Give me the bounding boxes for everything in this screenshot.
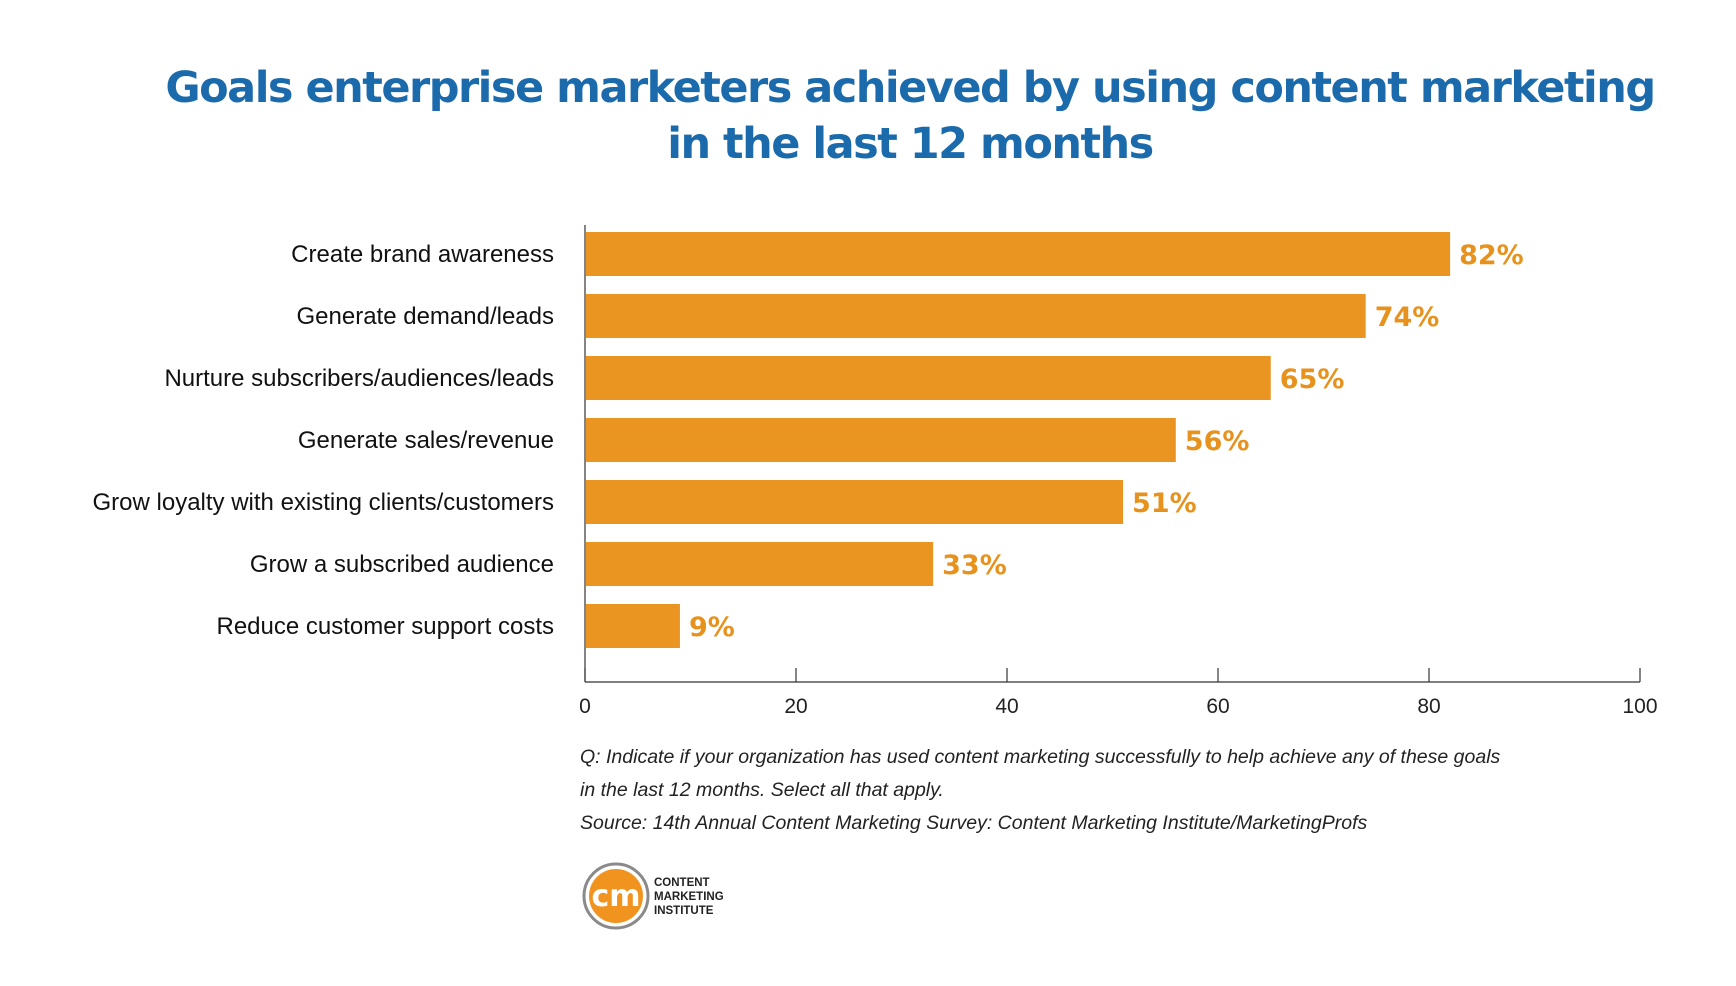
bar <box>586 542 934 586</box>
bar <box>586 604 680 648</box>
source-note: Source: 14th Annual Content Marketing Su… <box>580 812 1368 834</box>
cmi-logo-line1: CONTENT <box>654 877 710 889</box>
category-label: Reduce customer support costs <box>217 613 555 640</box>
x-tick-label: 80 <box>1417 695 1440 718</box>
cmi-logo-line3: INSTITUTE <box>654 905 714 917</box>
bar <box>586 480 1124 524</box>
category-label: Grow loyalty with existing clients/custo… <box>93 489 554 516</box>
category-label: Grow a subscribed audience <box>250 551 554 578</box>
bar <box>586 232 1451 276</box>
cmi-logo-mark: cm <box>591 879 640 914</box>
data-label: 9% <box>689 612 735 643</box>
x-tick-label: 40 <box>995 695 1018 718</box>
data-label: 51% <box>1132 488 1197 519</box>
cmi-logo-text: CONTENT MARKETING INSTITUTE <box>654 876 724 918</box>
x-tick-label: 60 <box>1206 695 1229 718</box>
category-label: Nurture subscribers/audiences/leads <box>164 365 554 392</box>
cmi-logo: cm <box>582 862 650 930</box>
bar <box>586 418 1176 462</box>
x-tick-label: 0 <box>579 695 591 718</box>
bar <box>586 294 1366 338</box>
category-label: Generate sales/revenue <box>298 427 554 454</box>
x-tick-label: 20 <box>784 695 807 718</box>
data-label: 74% <box>1375 302 1440 333</box>
category-label: Create brand awareness <box>291 241 554 268</box>
bar <box>586 356 1271 400</box>
cmi-logo-line2: MARKETING <box>654 891 724 903</box>
footnote-question-line2: in the last 12 months. Select all that a… <box>580 779 944 801</box>
category-label: Generate demand/leads <box>296 303 554 330</box>
footnote-question-line1: Q: Indicate if your organization has use… <box>580 746 1501 768</box>
data-label: 33% <box>942 550 1007 581</box>
x-tick-label: 100 <box>1622 695 1657 718</box>
data-label: 82% <box>1459 240 1524 271</box>
chart-title-line2: in the last 12 months <box>667 119 1154 169</box>
bar-chart: Create brand awareness 82% Generate demand… <box>93 225 1658 718</box>
chart-title: Goals enterprise marketers achieved by u… <box>0 60 1736 172</box>
data-label: 65% <box>1280 364 1345 395</box>
chart-title-line1: Goals enterprise marketers achieved by u… <box>165 63 1656 113</box>
data-label: 56% <box>1185 426 1250 457</box>
